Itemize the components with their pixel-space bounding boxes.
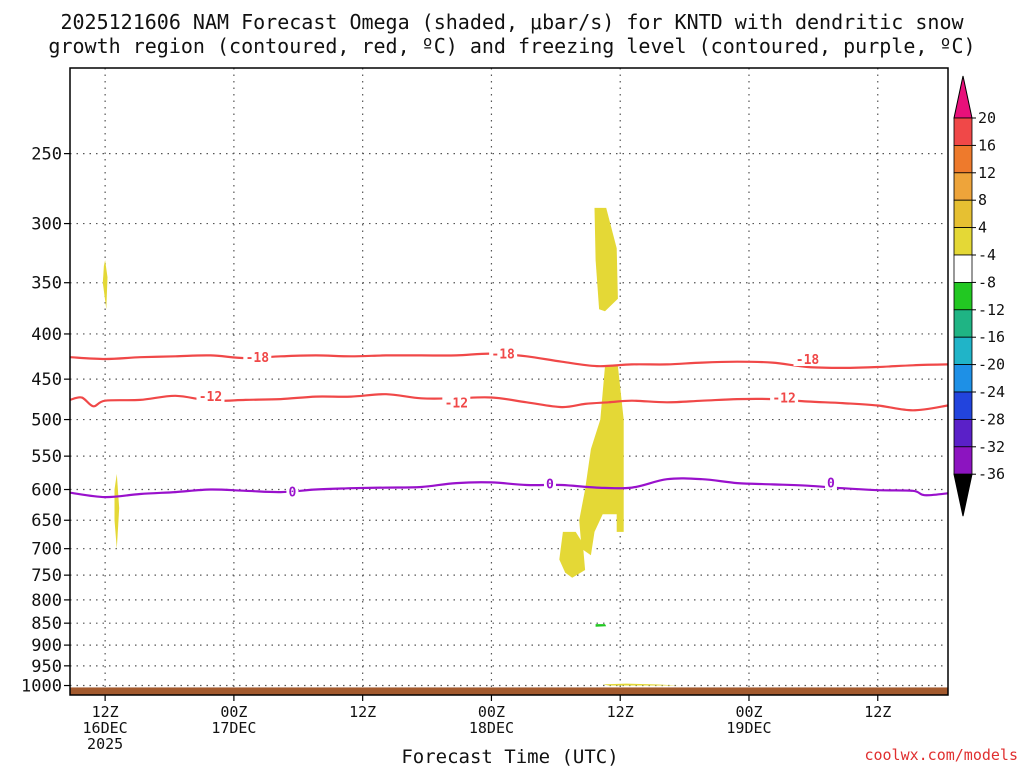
colorbar-label: -36 <box>978 465 1005 483</box>
y-tick-label: 750 <box>31 566 62 586</box>
colorbar-box <box>953 281 973 311</box>
y-tick-label: 350 <box>31 274 62 294</box>
contour-label-bg <box>824 475 837 490</box>
colorbar-bottom-arrow <box>953 473 973 517</box>
contour-label-bg <box>770 390 799 405</box>
chart-title-line2: growth region (contoured, red, ºC) and f… <box>48 34 976 58</box>
contour-label-bg <box>793 352 822 367</box>
colorbar-label: -20 <box>978 356 1005 374</box>
contour-label: 0 <box>289 485 297 500</box>
y-tick-label: 700 <box>31 540 62 560</box>
colorbar-label: -8 <box>978 273 996 291</box>
y-tick-label: 450 <box>31 370 62 390</box>
x-tick-label: 12Z <box>349 703 376 721</box>
x-tick-label: 18DEC <box>469 719 514 737</box>
colorbar-box <box>953 144 973 174</box>
contour-label: -18 <box>246 351 270 366</box>
colorbar-label: 20 <box>978 109 996 127</box>
x-axis-label: Forecast Time (UTC) <box>401 746 619 768</box>
omega-shade-region <box>595 624 607 627</box>
contour-label: -12 <box>199 390 222 405</box>
colorbar-label: 12 <box>978 164 996 182</box>
omega-shade-region <box>559 531 586 578</box>
omega-shade-region <box>579 366 624 556</box>
colorbar-box <box>953 364 973 393</box>
colorbar-label: -4 <box>978 246 996 264</box>
y-tick-label: 1000 <box>21 677 62 697</box>
colorbar-label: 16 <box>978 136 996 154</box>
y-tick-label: 650 <box>31 511 62 531</box>
colorbar-box <box>953 418 973 448</box>
y-tick-label: 800 <box>31 591 62 611</box>
colorbar-label: 8 <box>978 191 987 209</box>
contour-0C <box>69 477 949 499</box>
colorbar-box <box>953 117 973 146</box>
colorbar-label: 4 <box>978 219 987 237</box>
y-axis-ticks: 2503003504004505005506006507007508008509… <box>21 145 70 697</box>
plot-frame <box>69 67 949 696</box>
x-tick-label: 12Z <box>864 703 891 721</box>
omega-shade-region <box>594 207 618 312</box>
contour-label-bg <box>489 346 518 361</box>
contour-label: -18 <box>491 348 515 363</box>
x-tick-label: 19DEC <box>726 719 771 737</box>
y-tick-label: 550 <box>31 447 62 467</box>
contour-label: -12 <box>772 391 795 406</box>
colorbar-box <box>953 309 973 338</box>
grid-lines <box>70 68 948 695</box>
y-tick-label: 950 <box>31 657 62 677</box>
contour-label: -18 <box>796 353 820 368</box>
colorbar-box <box>953 446 973 475</box>
colorbar: 20 16 12 8 4 -4 -8 -12 -16 -20 -24 -28 -32 -36 <box>953 75 1005 517</box>
terrain-surface <box>70 687 948 695</box>
colorbar-label: -32 <box>978 438 1005 456</box>
colorbar-box <box>953 227 973 256</box>
contour-label: -12 <box>445 396 468 411</box>
colorbar-box <box>953 199 973 228</box>
colorbar-box <box>953 254 973 283</box>
contour-label-bg <box>543 476 556 491</box>
contour-label-bg <box>442 395 471 410</box>
contour-label: 0 <box>546 478 554 493</box>
colorbar-label: -28 <box>978 410 1005 428</box>
colorbar-label: -12 <box>978 301 1005 319</box>
y-tick-label: 900 <box>31 636 62 656</box>
omega-shade-region <box>102 260 108 310</box>
x-tick-label: 2025 <box>87 735 123 753</box>
omega-shading <box>102 207 679 686</box>
colorbar-label: -24 <box>978 383 1005 401</box>
contour-label-bg <box>243 350 272 365</box>
chart-title: 2025121606 NAM Forecast Omega (shaded, μ… <box>60 10 964 34</box>
y-tick-label: 300 <box>31 215 62 235</box>
colorbar-label: -16 <box>978 328 1005 346</box>
y-tick-label: 500 <box>31 411 62 431</box>
y-tick-label: 600 <box>31 481 62 501</box>
colorbar-box <box>953 391 973 420</box>
contour-label: 0 <box>827 476 835 491</box>
x-tick-label: 16DEC <box>83 719 128 737</box>
x-tick-label: 00Z <box>735 703 762 721</box>
terrain-fill <box>70 687 948 695</box>
credit-link[interactable]: coolwx.com/models <box>864 746 1018 764</box>
contour-label-bg <box>286 484 299 499</box>
x-tick-label: 12Z <box>92 703 119 721</box>
temperature-contours: -18 -18 -18 -12 -12 -12 0 0 0 <box>69 346 949 500</box>
omega-shade-region <box>602 683 679 686</box>
y-tick-label: 400 <box>31 325 62 345</box>
x-tick-label: 00Z <box>220 703 247 721</box>
omega-shade-region <box>114 473 120 549</box>
y-tick-label: 850 <box>31 614 62 634</box>
colorbar-box <box>953 336 973 366</box>
colorbar-top-arrow <box>953 75 973 119</box>
x-tick-label: 00Z <box>478 703 505 721</box>
y-tick-label: 250 <box>31 145 62 165</box>
x-tick-label: 12Z <box>607 703 634 721</box>
x-tick-label: 17DEC <box>211 719 256 737</box>
contour-label-bg <box>196 388 225 403</box>
colorbar-box <box>953 172 973 201</box>
